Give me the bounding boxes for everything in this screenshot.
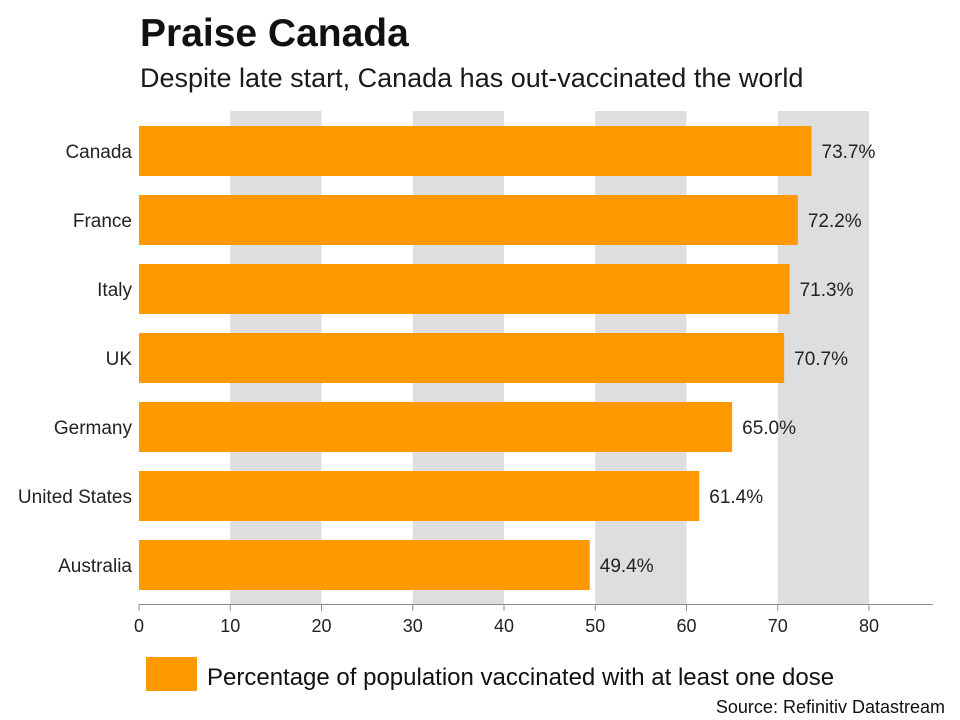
x-tick-label-20: 20 xyxy=(311,616,331,636)
x-tick-label-40: 40 xyxy=(494,616,514,636)
bar-canada xyxy=(139,126,812,176)
category-label-uk: UK xyxy=(106,349,133,370)
category-label-germany: Germany xyxy=(54,418,133,439)
value-label-canada: 73.7% xyxy=(822,142,876,163)
category-label-canada: Canada xyxy=(65,142,132,163)
category-label-france: France xyxy=(73,211,132,232)
x-tick-label-70: 70 xyxy=(768,616,788,636)
source-note: Source: Refinitiv Datastream xyxy=(716,697,945,717)
x-tick-label-30: 30 xyxy=(403,616,423,636)
bar-italy xyxy=(139,264,790,314)
legend-label: Percentage of population vaccinated with… xyxy=(207,664,834,691)
value-label-italy: 71.3% xyxy=(800,280,854,301)
value-label-germany: 65.0% xyxy=(742,418,796,439)
x-tick-label-0: 0 xyxy=(134,616,144,636)
category-label-italy: Italy xyxy=(97,280,132,301)
chart-title: Praise Canada xyxy=(140,12,409,55)
x-tick-label-50: 50 xyxy=(585,616,605,636)
category-label-united-states: United States xyxy=(18,487,132,508)
bars xyxy=(139,126,812,590)
value-label-united-states: 61.4% xyxy=(709,487,763,508)
x-tick-label-10: 10 xyxy=(220,616,240,636)
bar-australia xyxy=(139,540,590,590)
x-axis: 0 10 20 30 40 50 60 70 80 xyxy=(134,604,933,636)
legend-swatch xyxy=(146,657,197,691)
bar-germany xyxy=(139,402,733,452)
legend: Percentage of population vaccinated with… xyxy=(146,657,834,691)
value-labels: 73.7% 72.2% 71.3% 70.7% 65.0% 61.4% 49.4% xyxy=(600,142,876,577)
bar-france xyxy=(139,195,798,245)
chart-subtitle: Despite late start, Canada has out-vacci… xyxy=(140,63,803,93)
x-tick-label-80: 80 xyxy=(859,616,879,636)
shaded-band-70-80 xyxy=(777,111,869,604)
bar-uk xyxy=(139,333,785,383)
category-label-australia: Australia xyxy=(58,556,132,577)
category-labels: Canada France Italy UK Germany United States A… xyxy=(18,142,133,577)
value-label-australia: 49.4% xyxy=(600,556,654,577)
x-tick-label-60: 60 xyxy=(676,616,696,636)
bar-united-states xyxy=(139,471,700,521)
value-label-uk: 70.7% xyxy=(794,349,848,370)
value-label-france: 72.2% xyxy=(808,211,862,232)
